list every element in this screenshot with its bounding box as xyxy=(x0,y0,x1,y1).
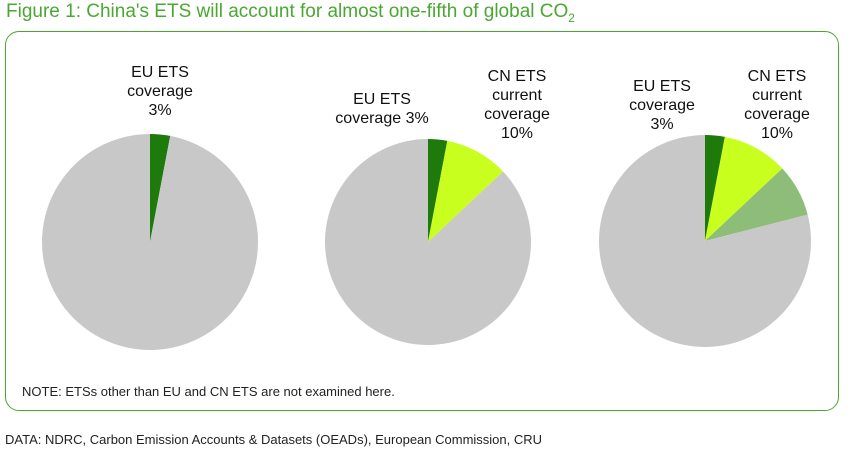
slice-label-eu: EU ETS coverage 3% xyxy=(127,64,193,119)
pie-slice-rest xyxy=(598,135,811,347)
pie-slice-rest xyxy=(324,139,531,345)
slice-label-cn-current: CN ETS current coverage 10% xyxy=(484,68,550,142)
slice-label-eu: EU ETS coverage 3% xyxy=(335,91,428,127)
chart-note: NOTE: ETSs other than EU and CN ETS are … xyxy=(22,384,395,399)
slice-label-cn-current: CN ETS current coverage 10% xyxy=(744,68,810,142)
pie-slice-rest xyxy=(42,134,259,350)
data-source: DATA: NDRC, Carbon Emission Accounts & D… xyxy=(5,432,543,447)
pie-slice-eu xyxy=(705,135,725,241)
pie-slice-cn-current xyxy=(705,136,783,241)
slice-label-eu: EU ETS coverage 3% xyxy=(629,78,695,133)
pie-chart-eu-cn-current-potential: EU ETS coverage 3% CN ETS current coverage 10%… xyxy=(598,68,811,347)
pie-slice-cn-current xyxy=(428,140,504,242)
chart-title-text: Figure 1: China's ETS will account for a… xyxy=(6,1,569,22)
chart-frame xyxy=(5,31,839,411)
chart-title: Figure 1: China's ETS will account for a… xyxy=(6,1,575,25)
chart-title-subscript: 2 xyxy=(568,10,575,25)
pie-slice-eu xyxy=(150,134,171,242)
pie-chart-eu-cn-current: EU ETS coverage 3% CN ETS current coverage 10… xyxy=(324,68,550,345)
pie-slice-cn-potential xyxy=(705,168,808,241)
pie-slice-eu xyxy=(428,139,448,242)
pie-chart-eu-only: EU ETS coverage 3% xyxy=(42,64,259,350)
